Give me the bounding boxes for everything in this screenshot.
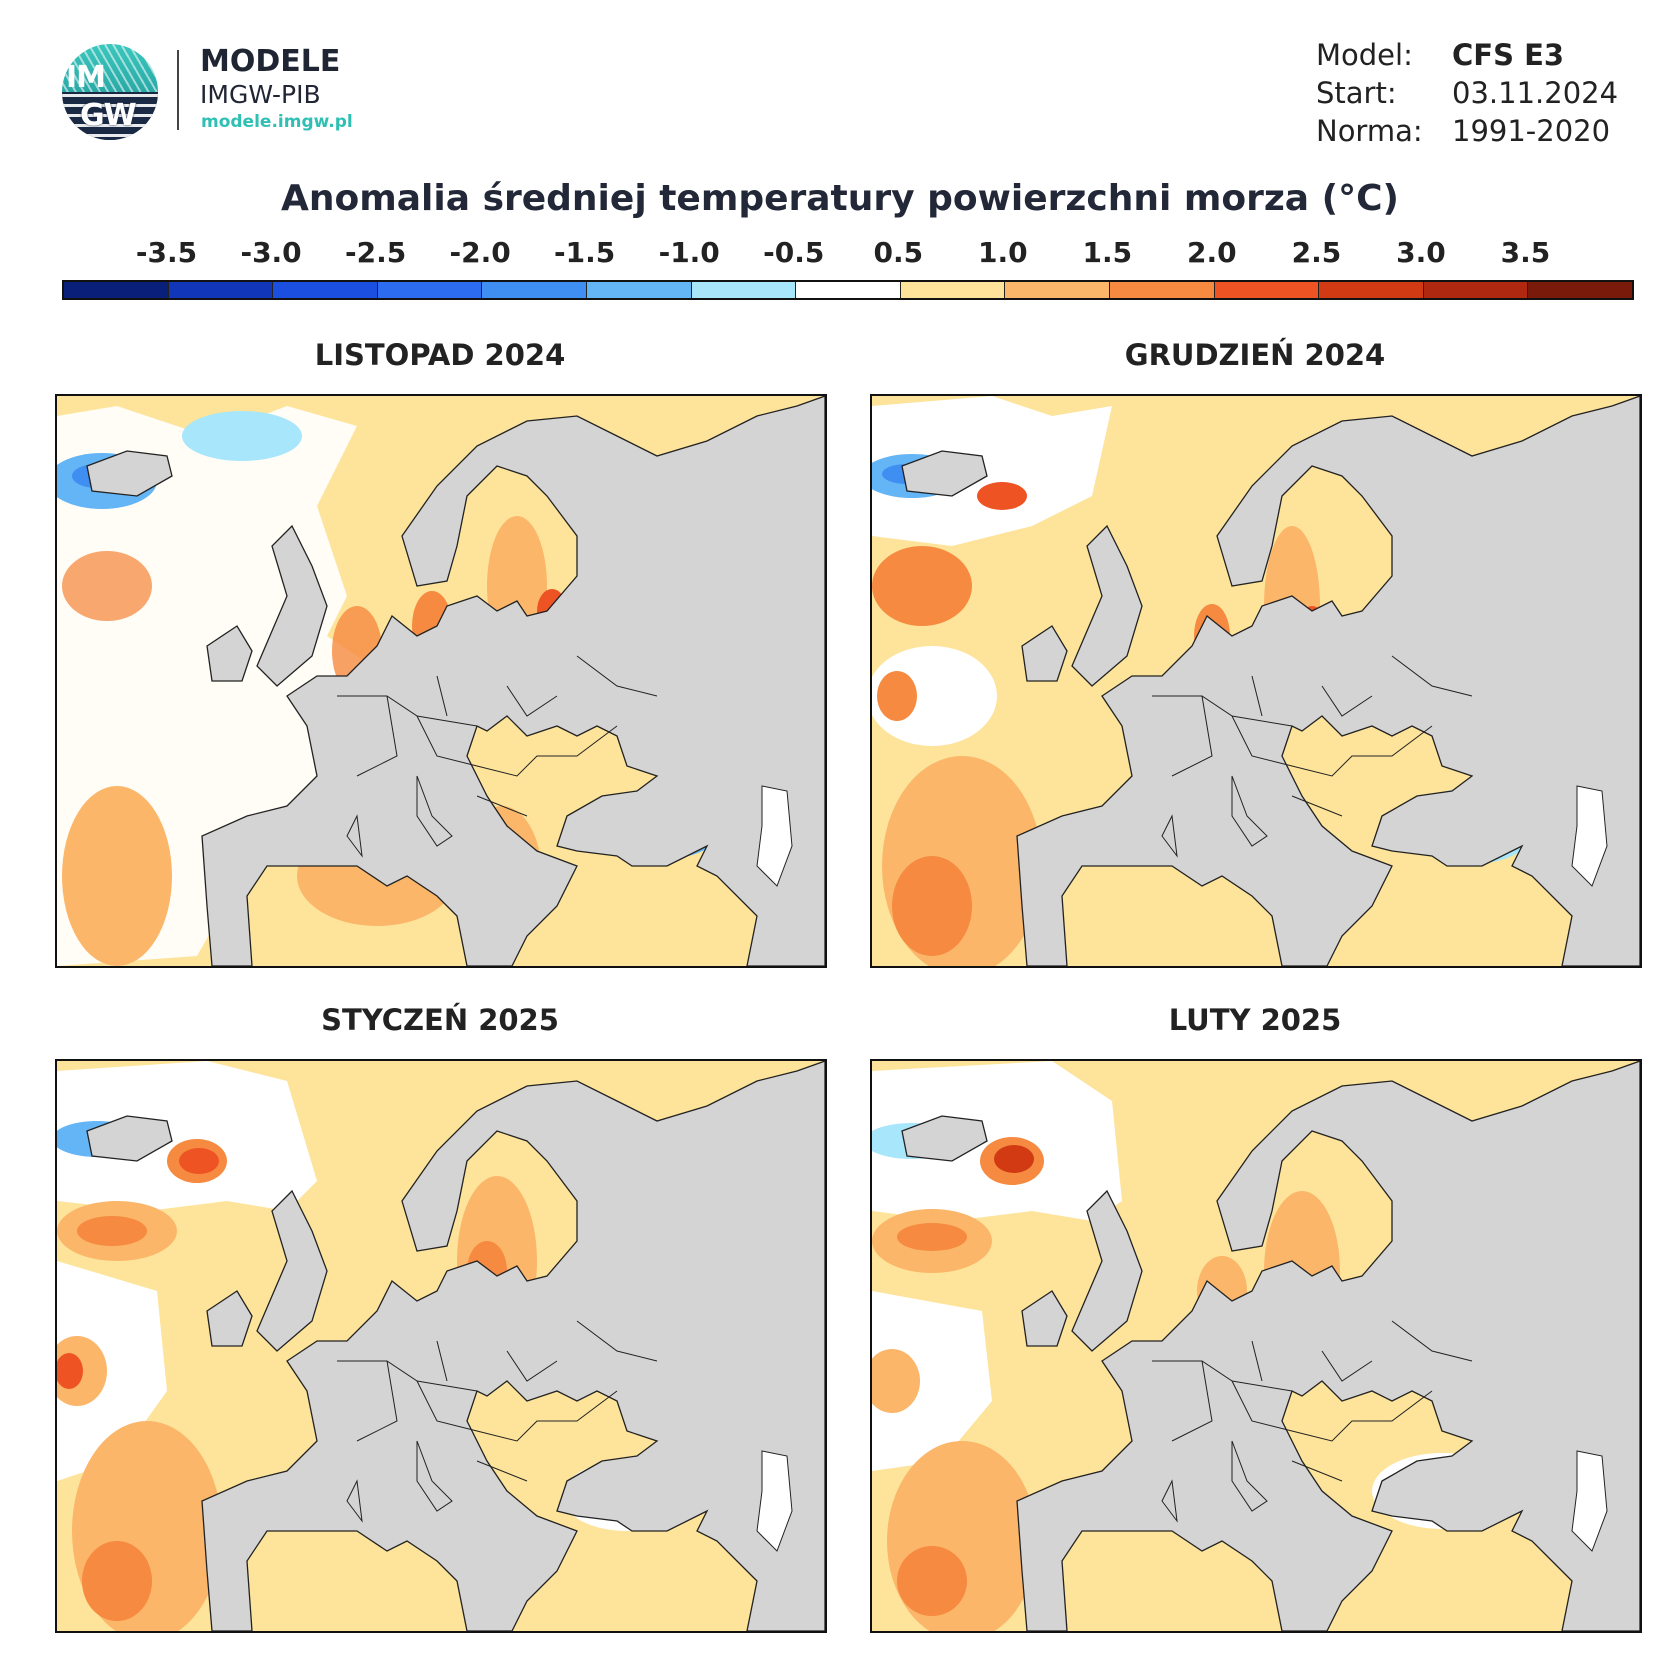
logo-lines <box>62 93 158 140</box>
page-title: Anomalia średniej temperatury powierzchn… <box>281 178 1399 219</box>
colorbar <box>62 280 1634 300</box>
colorbar-cell <box>64 282 169 298</box>
logo-text-top: IM <box>66 60 106 95</box>
colorbar-cell <box>796 282 901 298</box>
logo-stripes <box>62 44 158 92</box>
brand-org: IMGW-PIB <box>200 80 321 109</box>
colorbar-tick-label: -2.0 <box>449 236 511 269</box>
sst-map-nov <box>57 396 825 966</box>
meta-row-norm: Norma: 1991-2020 <box>1316 114 1618 152</box>
meta-value: 03.11.2024 <box>1452 76 1619 110</box>
sst-map-feb <box>872 1061 1640 1631</box>
colorbar-tick-label: -1.5 <box>554 236 616 269</box>
colorbar-tick-label: -0.5 <box>763 236 825 269</box>
colorbar-tick-label: -3.5 <box>135 236 198 269</box>
colorbar-labels: -3.5 -3.0 -2.5 -2.0 -1.5 -1.0 -0.5 0.5 1.0 1.5 2.0… <box>0 236 1680 272</box>
colorbar-cell <box>1214 282 1320 298</box>
panel-title-dec: GRUDZIEŃ 2024 <box>1124 338 1386 372</box>
colorbar-cell <box>482 282 587 298</box>
colorbar-cell <box>377 282 483 298</box>
meta-value: CFS E3 <box>1452 38 1565 72</box>
sst-map-dec <box>872 396 1640 966</box>
colorbar-cell <box>1319 282 1424 298</box>
colorbar-cell <box>900 282 1006 298</box>
colorbar-cell <box>273 282 378 298</box>
colorbar-tick-label: 1.5 <box>1082 236 1133 269</box>
map-panel-nov[interactable] <box>55 394 827 968</box>
colorbar-tick-label: -1.0 <box>658 236 720 269</box>
model-info: Model: CFS E3 Start: 03.11.2024 Norma: 1… <box>1316 38 1618 152</box>
meta-row-start: Start: 03.11.2024 <box>1316 76 1618 114</box>
colorbar-tick-label: 2.5 <box>1291 236 1342 269</box>
colorbar-cell <box>1005 282 1110 298</box>
brand-name: MODELE <box>200 44 341 79</box>
colorbar-cell <box>168 282 274 298</box>
map-panel-jan[interactable] <box>55 1059 827 1633</box>
colorbar-tick-label: -2.5 <box>344 236 407 269</box>
imgw-logo: IM GW <box>62 44 158 140</box>
logo-divider <box>177 50 179 130</box>
colorbar-tick-label: -3.0 <box>240 236 302 269</box>
colorbar-tick-label: 0.5 <box>873 236 924 269</box>
colorbar-cell <box>1423 282 1529 298</box>
map-panel-feb[interactable] <box>870 1059 1642 1633</box>
panel-title-feb: LUTY 2025 <box>1168 1003 1342 1037</box>
logo-text-bottom: GW <box>80 98 137 133</box>
colorbar-tick-label: 1.0 <box>977 236 1028 269</box>
panel-title-nov: LISTOPAD 2024 <box>314 338 566 372</box>
colorbar-cell <box>691 282 797 298</box>
meta-row-model: Model: CFS E3 <box>1316 38 1618 76</box>
colorbar-tick-label: 3.0 <box>1396 236 1446 269</box>
meta-value: 1991-2020 <box>1452 114 1611 148</box>
meta-key: Model: <box>1316 38 1413 72</box>
meta-key: Norma: <box>1316 114 1423 148</box>
colorbar-tick-label: 2.0 <box>1187 236 1237 269</box>
panel-title-jan: STYCZEŃ 2025 <box>321 1003 559 1037</box>
sst-map-jan <box>57 1061 825 1631</box>
colorbar-tick-label: 3.5 <box>1500 236 1551 269</box>
colorbar-cell <box>1109 282 1215 298</box>
colorbar-cell <box>586 282 692 298</box>
meta-key: Start: <box>1316 76 1397 110</box>
brand-url[interactable]: modele.imgw.pl <box>201 112 353 132</box>
colorbar-cell <box>1528 282 1632 298</box>
map-panel-dec[interactable] <box>870 394 1642 968</box>
